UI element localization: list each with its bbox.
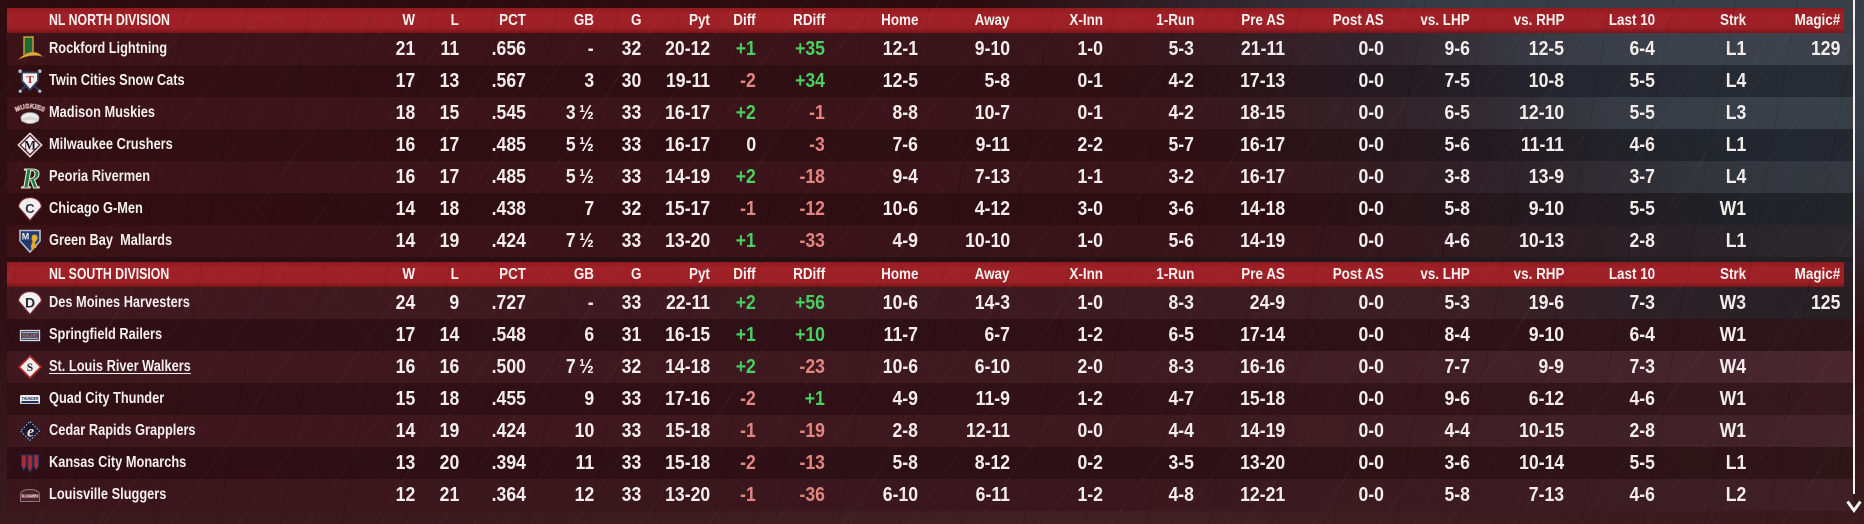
svg-text:MUSKIES: MUSKIES bbox=[14, 103, 47, 114]
svg-text:T: T bbox=[26, 74, 34, 86]
svg-text:e: e bbox=[27, 424, 34, 441]
svg-text:C: C bbox=[25, 201, 35, 216]
svg-text:D: D bbox=[25, 295, 35, 311]
svg-text:M: M bbox=[24, 138, 36, 152]
svg-text:SLUGGERS: SLUGGERS bbox=[22, 494, 39, 499]
svg-text:R: R bbox=[21, 164, 41, 195]
svg-text:RAILERS: RAILERS bbox=[23, 333, 38, 338]
svg-text:S: S bbox=[27, 362, 33, 374]
svg-text:M: M bbox=[22, 232, 30, 242]
svg-text:THUNDER: THUNDER bbox=[22, 396, 40, 401]
